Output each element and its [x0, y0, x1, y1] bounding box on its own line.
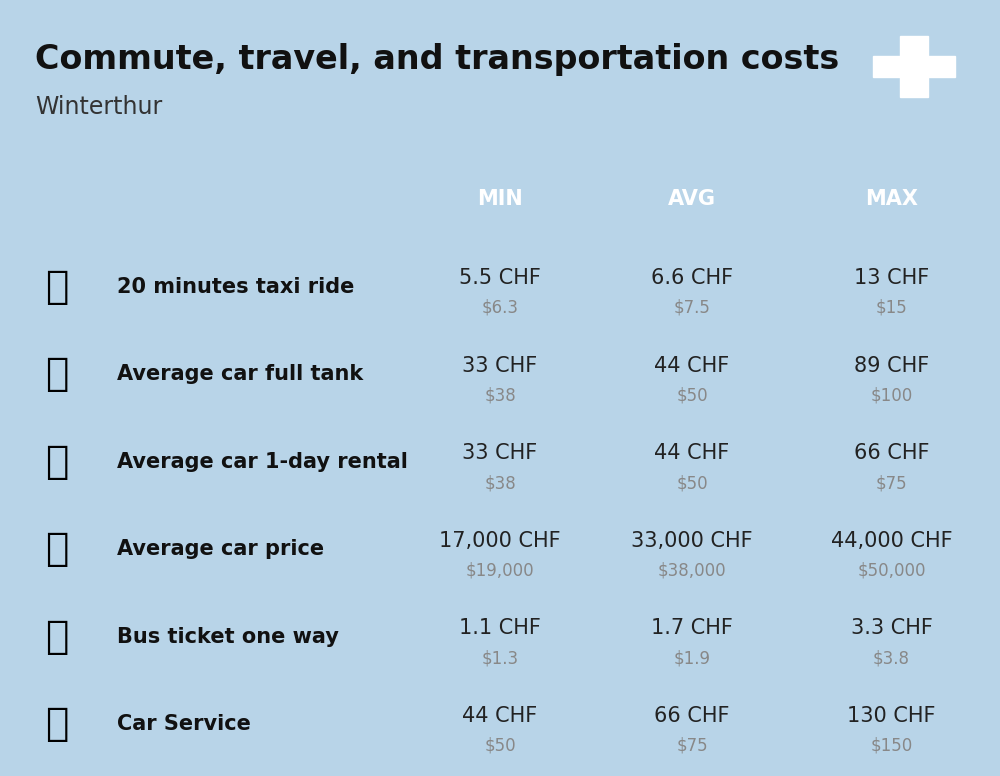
- Text: $50: $50: [484, 736, 516, 755]
- Text: $15: $15: [876, 299, 907, 317]
- Bar: [873, 57, 955, 77]
- Text: AVG: AVG: [668, 189, 716, 209]
- Text: Average car full tank: Average car full tank: [117, 364, 363, 384]
- Text: $1.9: $1.9: [674, 650, 711, 667]
- Bar: [900, 36, 928, 97]
- Text: Bus ticket one way: Bus ticket one way: [117, 627, 339, 647]
- Text: $7.5: $7.5: [674, 299, 711, 317]
- Text: 17,000 CHF: 17,000 CHF: [439, 531, 561, 551]
- Text: $38: $38: [484, 386, 516, 404]
- Text: $150: $150: [870, 736, 913, 755]
- Text: 66 CHF: 66 CHF: [854, 443, 929, 463]
- Text: 130 CHF: 130 CHF: [847, 706, 936, 726]
- Text: 33,000 CHF: 33,000 CHF: [631, 531, 753, 551]
- Text: $75: $75: [676, 736, 708, 755]
- Text: 20 minutes taxi ride: 20 minutes taxi ride: [117, 276, 354, 296]
- Text: Car Service: Car Service: [117, 715, 251, 734]
- Text: 66 CHF: 66 CHF: [654, 706, 730, 726]
- Text: 3.3 CHF: 3.3 CHF: [851, 618, 933, 639]
- Text: $50: $50: [676, 386, 708, 404]
- Text: 44,000 CHF: 44,000 CHF: [831, 531, 952, 551]
- Text: $75: $75: [876, 474, 907, 492]
- Text: 89 CHF: 89 CHF: [854, 355, 929, 376]
- Text: 33 CHF: 33 CHF: [462, 355, 538, 376]
- Text: 🚕: 🚕: [45, 268, 68, 306]
- Text: 44 CHF: 44 CHF: [462, 706, 538, 726]
- Text: $1.3: $1.3: [481, 650, 519, 667]
- Text: Average car price: Average car price: [117, 539, 324, 559]
- Text: 1.1 CHF: 1.1 CHF: [459, 618, 541, 639]
- Text: 44 CHF: 44 CHF: [654, 355, 730, 376]
- Text: 13 CHF: 13 CHF: [854, 268, 929, 288]
- Text: $6.3: $6.3: [482, 299, 519, 317]
- Text: 🚗: 🚗: [45, 530, 68, 568]
- Text: $19,000: $19,000: [466, 562, 534, 580]
- Text: MIN: MIN: [477, 189, 523, 209]
- Text: Winterthur: Winterthur: [35, 95, 162, 119]
- Text: 6.6 CHF: 6.6 CHF: [651, 268, 733, 288]
- Text: $38: $38: [484, 474, 516, 492]
- Text: 5.5 CHF: 5.5 CHF: [459, 268, 541, 288]
- Text: Average car 1-day rental: Average car 1-day rental: [117, 452, 408, 472]
- Text: $50,000: $50,000: [857, 562, 926, 580]
- Text: 44 CHF: 44 CHF: [654, 443, 730, 463]
- Text: Commute, travel, and transportation costs: Commute, travel, and transportation cost…: [35, 43, 839, 76]
- Text: $3.8: $3.8: [873, 650, 910, 667]
- Text: $38,000: $38,000: [658, 562, 726, 580]
- Text: $50: $50: [676, 474, 708, 492]
- Text: 1.7 CHF: 1.7 CHF: [651, 618, 733, 639]
- Text: ⛽: ⛽: [45, 355, 68, 393]
- Text: $100: $100: [870, 386, 913, 404]
- Text: 🚙: 🚙: [45, 443, 68, 480]
- Text: 33 CHF: 33 CHF: [462, 443, 538, 463]
- Text: 🔧: 🔧: [45, 705, 68, 743]
- Text: 🚌: 🚌: [45, 618, 68, 656]
- Text: MAX: MAX: [865, 189, 918, 209]
